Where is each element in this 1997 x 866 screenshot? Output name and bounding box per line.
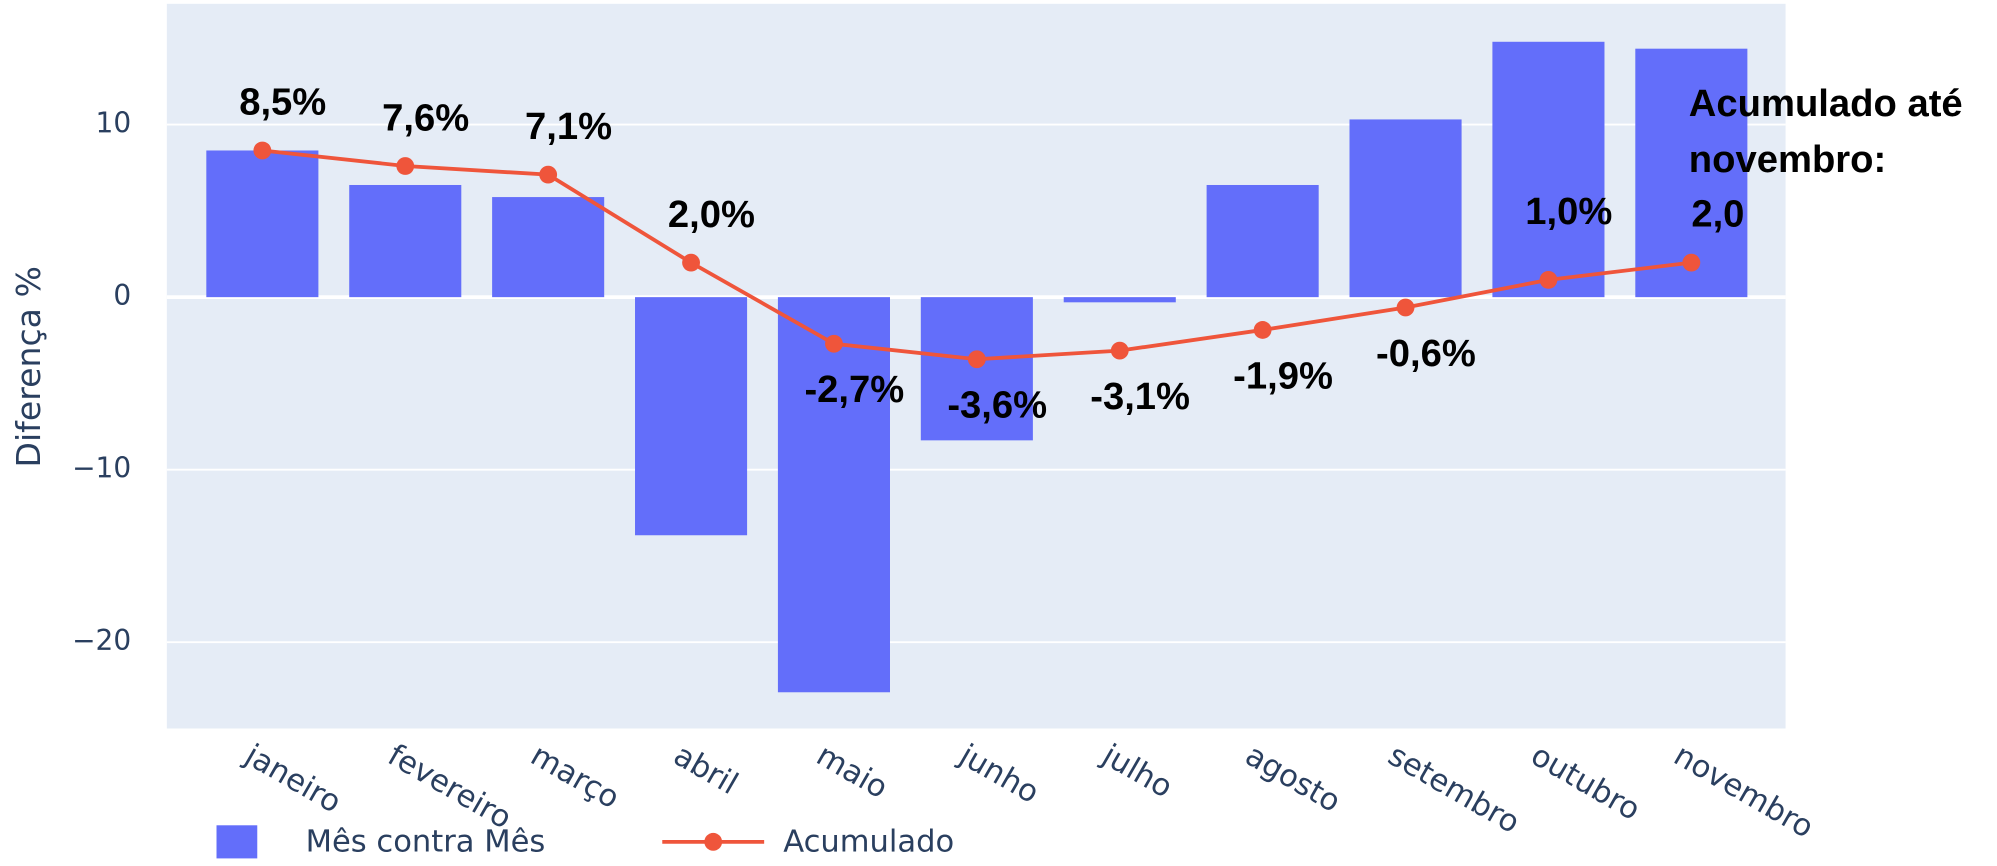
- legend-label: Mês contra Mês: [306, 825, 546, 860]
- data-label: 7,6%: [382, 96, 469, 139]
- line-marker: [1539, 270, 1558, 289]
- data-label: 8,5%: [239, 81, 326, 124]
- x-tick-label: março: [525, 738, 626, 816]
- legend-marker: [704, 832, 723, 851]
- line-marker: [1110, 341, 1129, 360]
- x-tick-label: maio: [810, 738, 893, 806]
- line-marker: [825, 334, 843, 353]
- x-tick-label: setembro: [1382, 738, 1525, 841]
- data-label: 1,0%: [1525, 190, 1612, 233]
- y-tick-label: 0: [113, 279, 131, 312]
- bar: [1349, 119, 1462, 298]
- line-marker: [967, 350, 986, 369]
- bar: [920, 297, 1033, 441]
- data-label: -3,6%: [947, 384, 1047, 427]
- data-label: -3,1%: [1090, 375, 1190, 418]
- y-tick-label: 10: [96, 107, 132, 140]
- x-tick-label: novembro: [1668, 738, 1819, 846]
- x-tick-label: abril: [668, 738, 744, 802]
- y-tick-label: −10: [72, 452, 131, 485]
- legend-swatch: [216, 825, 258, 859]
- x-tick-label: janeiro: [238, 737, 347, 820]
- line-marker: [253, 141, 272, 160]
- y-axis-title: Diferença %: [9, 266, 48, 467]
- x-tick-label: fevereiro: [382, 738, 517, 836]
- line-marker: [1396, 298, 1415, 317]
- x-tick-label: junho: [952, 737, 1044, 810]
- chart-body: Diferença % −20 −10 0 10 janeiro fevereiro mar…: [9, 3, 1963, 860]
- bar: [206, 150, 319, 298]
- x-tick-label: agosto: [1239, 738, 1346, 820]
- line-marker: [682, 253, 700, 272]
- line-marker: [396, 157, 415, 175]
- line-marker: [539, 165, 558, 184]
- data-label: 2,0: [1691, 193, 1744, 236]
- bar: [1063, 297, 1176, 303]
- y-tick-label: −20: [72, 624, 131, 657]
- bar: [492, 197, 605, 298]
- annotation: Acumulado até novembro:: [1688, 82, 1963, 181]
- bar: [349, 184, 462, 298]
- bar: [1206, 184, 1319, 298]
- x-tick-label: outubro: [1525, 738, 1646, 828]
- data-label: -2,7%: [804, 368, 904, 411]
- bar: [1492, 41, 1605, 298]
- data-label: 7,1%: [525, 105, 612, 148]
- x-tick-label: julho: [1095, 737, 1178, 805]
- data-label: -1,9%: [1233, 354, 1333, 397]
- bar: [635, 297, 748, 536]
- annotation-box: Acumulado até novembro:: [1688, 82, 1963, 181]
- bar: [777, 297, 890, 693]
- line-marker: [1253, 321, 1272, 339]
- line-marker: [1682, 253, 1701, 272]
- data-label: -0,6%: [1376, 332, 1476, 375]
- data-label: 2,0%: [668, 193, 755, 236]
- legend-label: Acumulado: [783, 825, 954, 860]
